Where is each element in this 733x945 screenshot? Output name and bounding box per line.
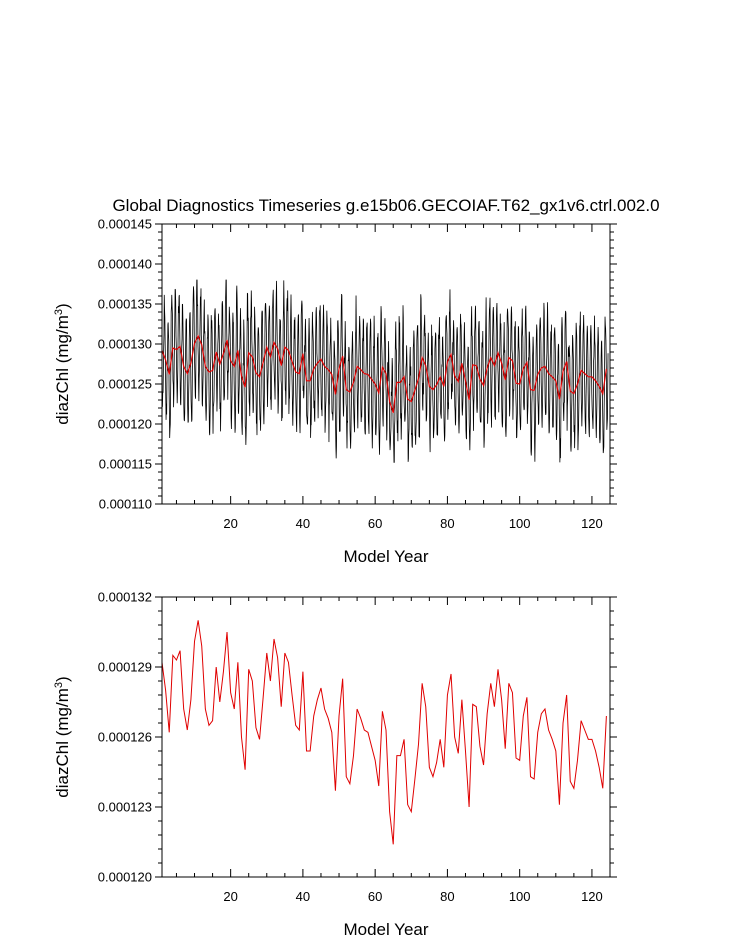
- bottom-chart: 20 40 60 80 100 120 0.000120 0.000123 0.000126 0.…: [53, 590, 617, 939]
- top-x-tick-label: 120: [581, 516, 603, 531]
- bottom-x-tick-label: 120: [581, 889, 603, 904]
- bottom-y-tick-label: 0.000123: [98, 800, 152, 815]
- top-plot-frame: [161, 223, 611, 505]
- bottom-x-tick-label: 100: [509, 889, 531, 904]
- bottom-y-axis-label: diazChl (mg/m3): [53, 676, 72, 797]
- bottom-y-tick-label: 0.000120: [98, 870, 152, 885]
- top-x-tick-label: 40: [296, 516, 310, 531]
- top-y-tick-label: 0.000140: [98, 257, 152, 272]
- bottom-x-axis-label: Model Year: [343, 920, 428, 939]
- bottom-y-tick-label: 0.000126: [98, 730, 152, 745]
- top-x-tick-label: 100: [509, 516, 531, 531]
- top-x-axis-label: Model Year: [343, 547, 428, 566]
- top-series-group: [161, 279, 609, 463]
- top-y-tick-label: 0.000120: [98, 417, 152, 432]
- top-y-tick-label: 0.000135: [98, 297, 152, 312]
- top-y-tick-label: 0.000125: [98, 377, 152, 392]
- bottom-y-tick-label: 0.000132: [98, 590, 152, 605]
- top-x-tick-label: 80: [440, 516, 454, 531]
- top-x-tick-label: 60: [368, 516, 382, 531]
- bottom-x-tick-label: 80: [440, 889, 454, 904]
- top-y-tick-label: 0.000115: [99, 457, 152, 472]
- chart-title: Global Diagnostics Timeseries g.e15b06.G…: [112, 196, 659, 215]
- bottom-y-tick-label: 0.000129: [98, 660, 152, 675]
- bottom-ticks: 20 40 60 80 100 120 0.000120 0.000123 0.000126 0.…: [98, 590, 617, 904]
- top-chart: Global Diagnostics Timeseries g.e15b06.G…: [53, 196, 660, 566]
- bottom-x-tick-label: 20: [223, 889, 237, 904]
- top-y-tick-label: 0.000110: [99, 497, 152, 512]
- top-x-tick-label: 20: [223, 516, 237, 531]
- top-annual-mean-line: [161, 334, 607, 413]
- bottom-series-group: [161, 620, 607, 845]
- top-ticks: 20 40 60 80 100 120 0.000110 0.000115 0.000120 0.…: [98, 217, 617, 531]
- bottom-x-tick-label: 40: [296, 889, 310, 904]
- top-y-axis-label: diazChl (mg/m3): [53, 303, 72, 424]
- top-y-tick-label: 0.000130: [98, 337, 152, 352]
- top-y-tick-label: 0.000145: [98, 217, 152, 232]
- top-monthly-line: [161, 279, 609, 463]
- bottom-annual-mean-line: [161, 620, 607, 845]
- bottom-x-tick-label: 60: [368, 889, 382, 904]
